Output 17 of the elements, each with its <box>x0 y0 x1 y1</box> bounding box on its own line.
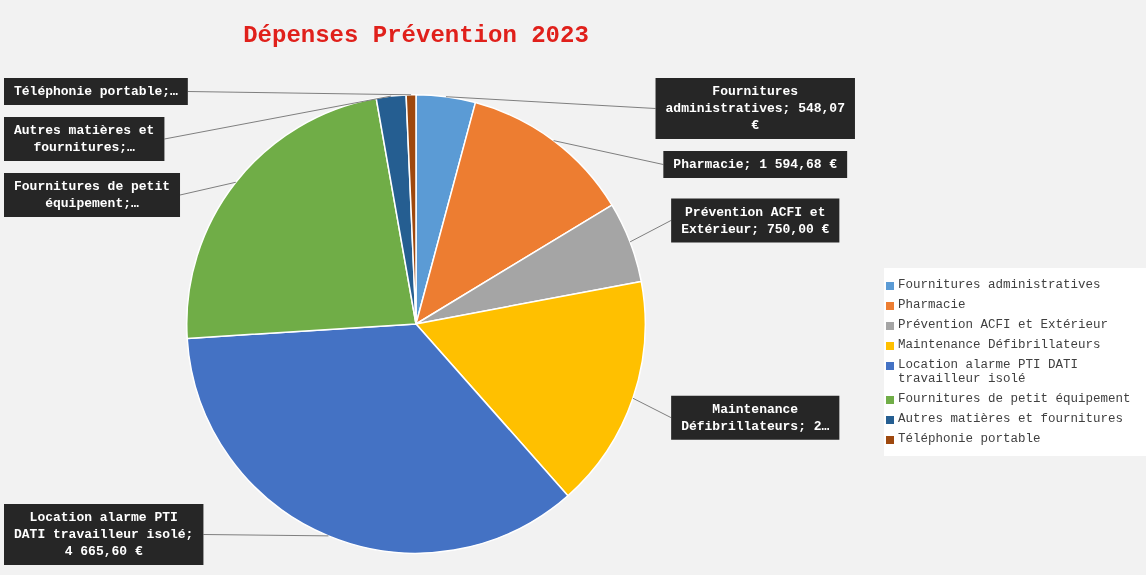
legend-label: Fournitures de petit équipement <box>898 392 1131 406</box>
data-label: Maintenance Défibrillateurs; 2… <box>681 401 830 434</box>
chart-title: Dépenses Prévention 2023 <box>242 22 590 49</box>
data-label: Téléphonie portable;… <box>14 84 179 100</box>
data-label: Prévention ACFI et Extérieur; 750,00 € <box>681 204 830 237</box>
legend-label: Pharmacie <box>898 298 966 312</box>
legend-label: Prévention ACFI et Extérieur <box>898 318 1109 332</box>
data-label: Fournitures de petit équipement;… <box>14 179 171 212</box>
legend-label: Fournitures administratives <box>898 278 1101 292</box>
legend-label: Autres matières et fournitures <box>898 412 1124 426</box>
legend-label: Maintenance Défibrillateurs <box>898 338 1101 352</box>
legend-label: Téléphonie portable <box>898 432 1041 446</box>
data-label: Autres matières et fournitures;… <box>13 123 155 156</box>
data-label: Pharmacie; 1 594,68 € <box>673 157 838 173</box>
data-label: Location alarme PTI DATI travailleur isolé; 4 665,60 € <box>14 510 194 560</box>
data-label: Fournitures administratives; 548,07 € <box>665 84 845 134</box>
legend-label: Location alarme PTI DATI travailleur isolé <box>898 358 1080 386</box>
